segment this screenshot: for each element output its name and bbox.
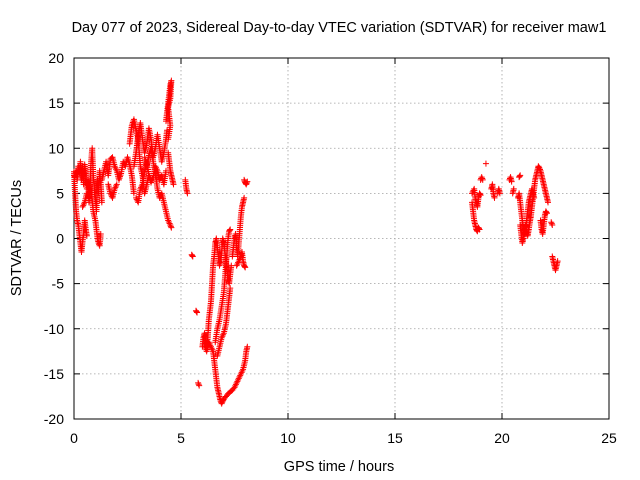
data-point xyxy=(227,226,234,233)
x-tick-label: 5 xyxy=(177,430,185,446)
y-tick-label: -10 xyxy=(44,321,64,337)
data-point xyxy=(482,160,489,167)
data-point xyxy=(83,232,90,239)
data-point xyxy=(241,176,248,183)
data-point xyxy=(478,174,485,181)
y-tick-label: 5 xyxy=(56,185,64,201)
data-point xyxy=(194,309,201,316)
data-point xyxy=(243,181,250,188)
data-point xyxy=(244,178,251,185)
data-point xyxy=(242,264,249,271)
data-point xyxy=(80,200,87,207)
data-point xyxy=(95,240,102,247)
data-point xyxy=(195,379,202,386)
axis-ticks xyxy=(73,57,610,420)
data-point xyxy=(517,172,524,179)
data-point xyxy=(543,209,550,216)
data-point xyxy=(536,165,543,172)
data-point xyxy=(549,221,556,228)
data-point xyxy=(554,258,561,265)
data-point xyxy=(477,192,484,199)
data-point xyxy=(193,308,200,315)
data-point xyxy=(475,225,482,232)
data-point xyxy=(491,194,498,201)
data-point xyxy=(536,166,543,173)
data-point xyxy=(112,184,119,191)
x-tick-label: 0 xyxy=(70,430,78,446)
data-point xyxy=(510,185,517,192)
x-tick-label: 10 xyxy=(280,430,296,446)
y-tick-label: 0 xyxy=(56,231,64,247)
data-point xyxy=(479,175,486,182)
data-point xyxy=(196,382,203,389)
data-point xyxy=(170,181,177,188)
data-point xyxy=(516,173,523,180)
data-point xyxy=(241,263,248,270)
data-point xyxy=(167,221,174,228)
y-tick-labels: -20 -15 -10 -5 0 5 10 15 20 xyxy=(44,50,64,427)
data-point xyxy=(244,343,251,350)
chart-title: Day 077 of 2023, Sidereal Day-to-day VTE… xyxy=(72,20,607,36)
data-point xyxy=(189,253,196,260)
x-tick-label: 15 xyxy=(387,430,403,446)
data-point xyxy=(189,252,196,259)
x-axis-label: GPS time / hours xyxy=(284,459,394,475)
y-tick-label: 10 xyxy=(48,140,64,156)
data-point xyxy=(96,241,103,248)
data-point xyxy=(227,285,234,292)
data-point xyxy=(184,190,191,197)
data-point xyxy=(476,226,483,233)
data-point xyxy=(113,181,120,188)
y-axis-label: SDTVAR / TECUs xyxy=(9,180,25,296)
data-point xyxy=(167,223,174,230)
data-point xyxy=(165,136,172,143)
data-point xyxy=(228,262,235,269)
x-tick-label: 20 xyxy=(494,430,510,446)
x-tick-labels: 0 5 10 15 20 25 xyxy=(70,430,617,446)
data-point xyxy=(243,179,250,186)
data-point xyxy=(218,400,225,407)
data-point xyxy=(168,224,175,231)
data-point xyxy=(496,190,503,197)
data-point xyxy=(130,190,137,197)
data-points xyxy=(71,77,561,407)
data-point xyxy=(479,176,486,183)
data-point xyxy=(508,178,515,185)
y-tick-label: -15 xyxy=(44,366,64,382)
y-tick-label: -20 xyxy=(44,411,64,427)
y-tick-label: 20 xyxy=(48,50,64,66)
data-point xyxy=(545,199,552,206)
data-point xyxy=(548,220,555,227)
data-point xyxy=(543,210,550,217)
data-point xyxy=(477,191,484,198)
x-tick-label: 25 xyxy=(601,430,617,446)
y-tick-label: -5 xyxy=(52,276,65,292)
grid xyxy=(74,58,609,419)
data-point xyxy=(195,381,202,388)
y-tick-label: 15 xyxy=(48,95,64,111)
data-point xyxy=(241,194,248,201)
data-point xyxy=(548,219,555,226)
data-point xyxy=(98,199,105,206)
data-point xyxy=(97,230,104,237)
data-point xyxy=(226,227,233,234)
